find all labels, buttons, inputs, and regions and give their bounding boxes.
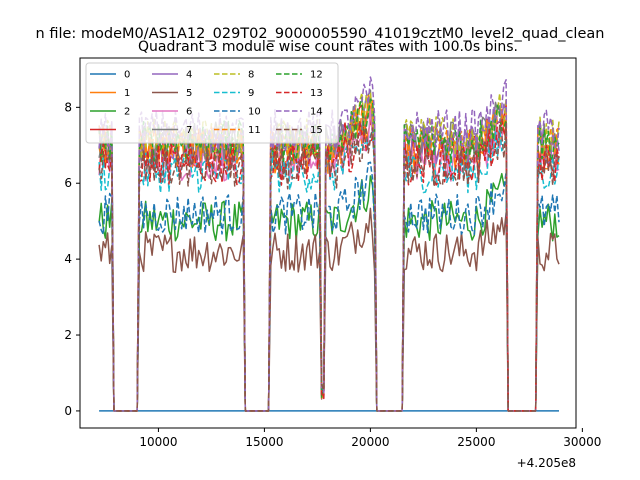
x-tick-label: 25000 xyxy=(457,435,495,449)
y-tick-label: 8 xyxy=(64,100,72,114)
series-line-15 xyxy=(98,122,560,412)
y-tick-label: 4 xyxy=(64,252,72,266)
legend-label-3: 3 xyxy=(124,125,130,136)
y-tick-label: 0 xyxy=(64,404,72,418)
series-line-13 xyxy=(98,118,560,412)
legend-label-2: 2 xyxy=(124,107,130,118)
plot-frame xyxy=(79,57,577,429)
y-axis-ticks: 0 2 4 6 8 xyxy=(64,100,80,418)
x-tick-label: 30000 xyxy=(563,435,601,449)
series-line-5 xyxy=(98,207,560,412)
y-tick-label: 2 xyxy=(64,328,72,342)
x-axis-ticks: 10000 15000 20000 25000 30000 xyxy=(139,428,601,449)
legend-label-8: 8 xyxy=(248,70,254,81)
chart-title: Quadrant 3 module wise count rates with … xyxy=(138,39,518,55)
legend-box xyxy=(85,62,339,144)
figure-suptitle: n file: modeM0/AS1A12_029T02_9000005590_… xyxy=(36,26,605,42)
legend-label-4: 4 xyxy=(186,70,192,81)
x-tick-label: 15000 xyxy=(245,435,283,449)
x-axis-offset-label: +4.205e8 xyxy=(517,456,576,470)
legend-label-13: 13 xyxy=(310,88,323,99)
y-tick-label: 6 xyxy=(64,176,72,190)
series-line-2 xyxy=(98,172,560,412)
legend-label-6: 6 xyxy=(186,107,192,118)
legend-label-12: 12 xyxy=(310,70,323,81)
legend-label-7: 7 xyxy=(186,125,192,136)
x-tick-label: 20000 xyxy=(351,435,389,449)
legend-label-5: 5 xyxy=(186,88,192,99)
legend-label-15: 15 xyxy=(310,125,323,136)
legend-label-9: 9 xyxy=(248,88,254,99)
series-line-11 xyxy=(98,94,560,412)
legend-label-11: 11 xyxy=(248,125,261,136)
legend-label-10: 10 xyxy=(248,107,261,118)
legend-label-1: 1 xyxy=(124,88,130,99)
series-line-10 xyxy=(98,161,560,412)
legend-label-0: 0 xyxy=(124,70,130,81)
legend-label-14: 14 xyxy=(310,107,323,118)
x-tick-label: 10000 xyxy=(139,435,177,449)
